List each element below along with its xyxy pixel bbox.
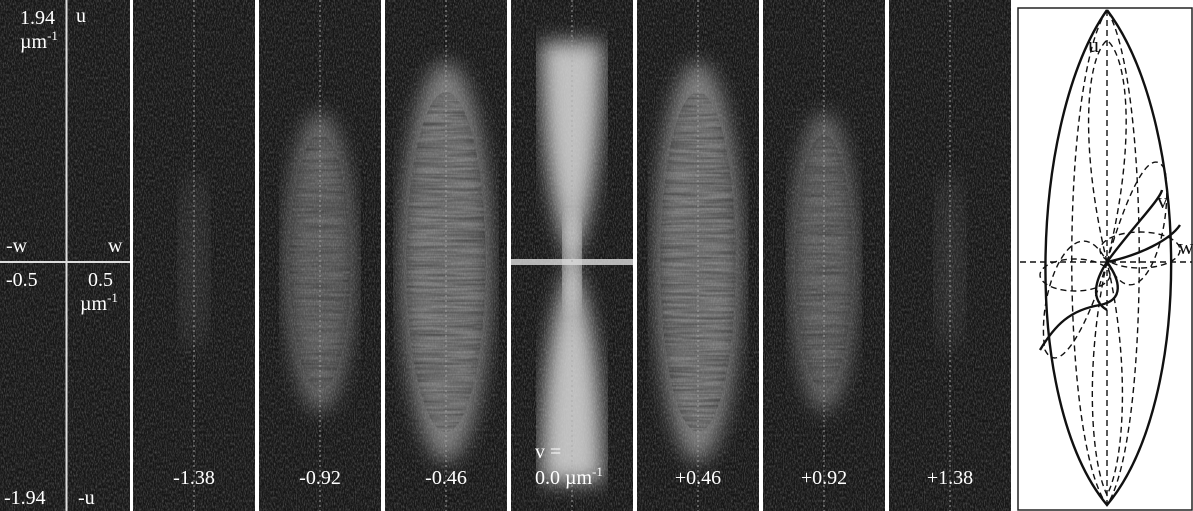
axis-name: v: [1157, 188, 1168, 213]
axis-label: -w: [6, 235, 28, 257]
panel-label: 0.0 µm-1: [535, 464, 603, 489]
panel: +0.46: [637, 0, 759, 511]
panel-label: -0.92: [299, 467, 341, 489]
axis-panel-noise: [0, 0, 130, 511]
axis-name: u: [1088, 32, 1099, 57]
unit-exp: -1: [107, 290, 118, 305]
glow-shape: [542, 42, 602, 482]
glow: [542, 42, 602, 482]
axis-name: w: [1178, 234, 1193, 259]
axis-label: 0.5: [88, 269, 113, 291]
axis-label: -0.5: [6, 269, 38, 291]
panel-label: +0.92: [801, 467, 847, 489]
unit-exp: -1: [47, 28, 58, 43]
panel-label: +1.38: [927, 467, 973, 489]
panel: -0.92: [259, 0, 381, 511]
panels: -1.38 -0.92 -0.46v =0.0 µm-1 +0.46 +0.92 +1.3…: [133, 0, 1011, 511]
panel: -0.46: [385, 0, 507, 511]
panel: v =0.0 µm-1: [511, 0, 633, 511]
panel-label: -1.38: [173, 467, 215, 489]
panel: +1.38: [889, 0, 1011, 511]
axis-label: -1.94: [4, 487, 46, 509]
panel-label: +0.46: [675, 467, 721, 489]
axis-label: µm-1: [20, 28, 58, 53]
axis-label: u: [76, 5, 86, 27]
axis-label: -u: [78, 487, 95, 509]
panel-label: v =: [535, 441, 561, 463]
axis-label: 1.94: [20, 7, 55, 29]
axis-label: w: [108, 235, 123, 257]
unit: µm: [20, 31, 48, 53]
solid-curves: [1038, 9, 1181, 507]
panel-label-exp: -1: [592, 464, 603, 479]
panel: -1.38: [133, 0, 255, 511]
diagram: u v w: [1017, 7, 1193, 511]
panel-label: -0.46: [425, 467, 467, 489]
panel: +0.92: [763, 0, 885, 511]
axis-panel: 1.94 µm-1 u -w w -0.5 0.5 µm-1 -1.94 -u: [0, 0, 130, 511]
axis-label: µm-1: [80, 290, 118, 315]
unit: µm: [80, 293, 108, 315]
panel-label-unit: 0.0 µm: [535, 467, 593, 489]
